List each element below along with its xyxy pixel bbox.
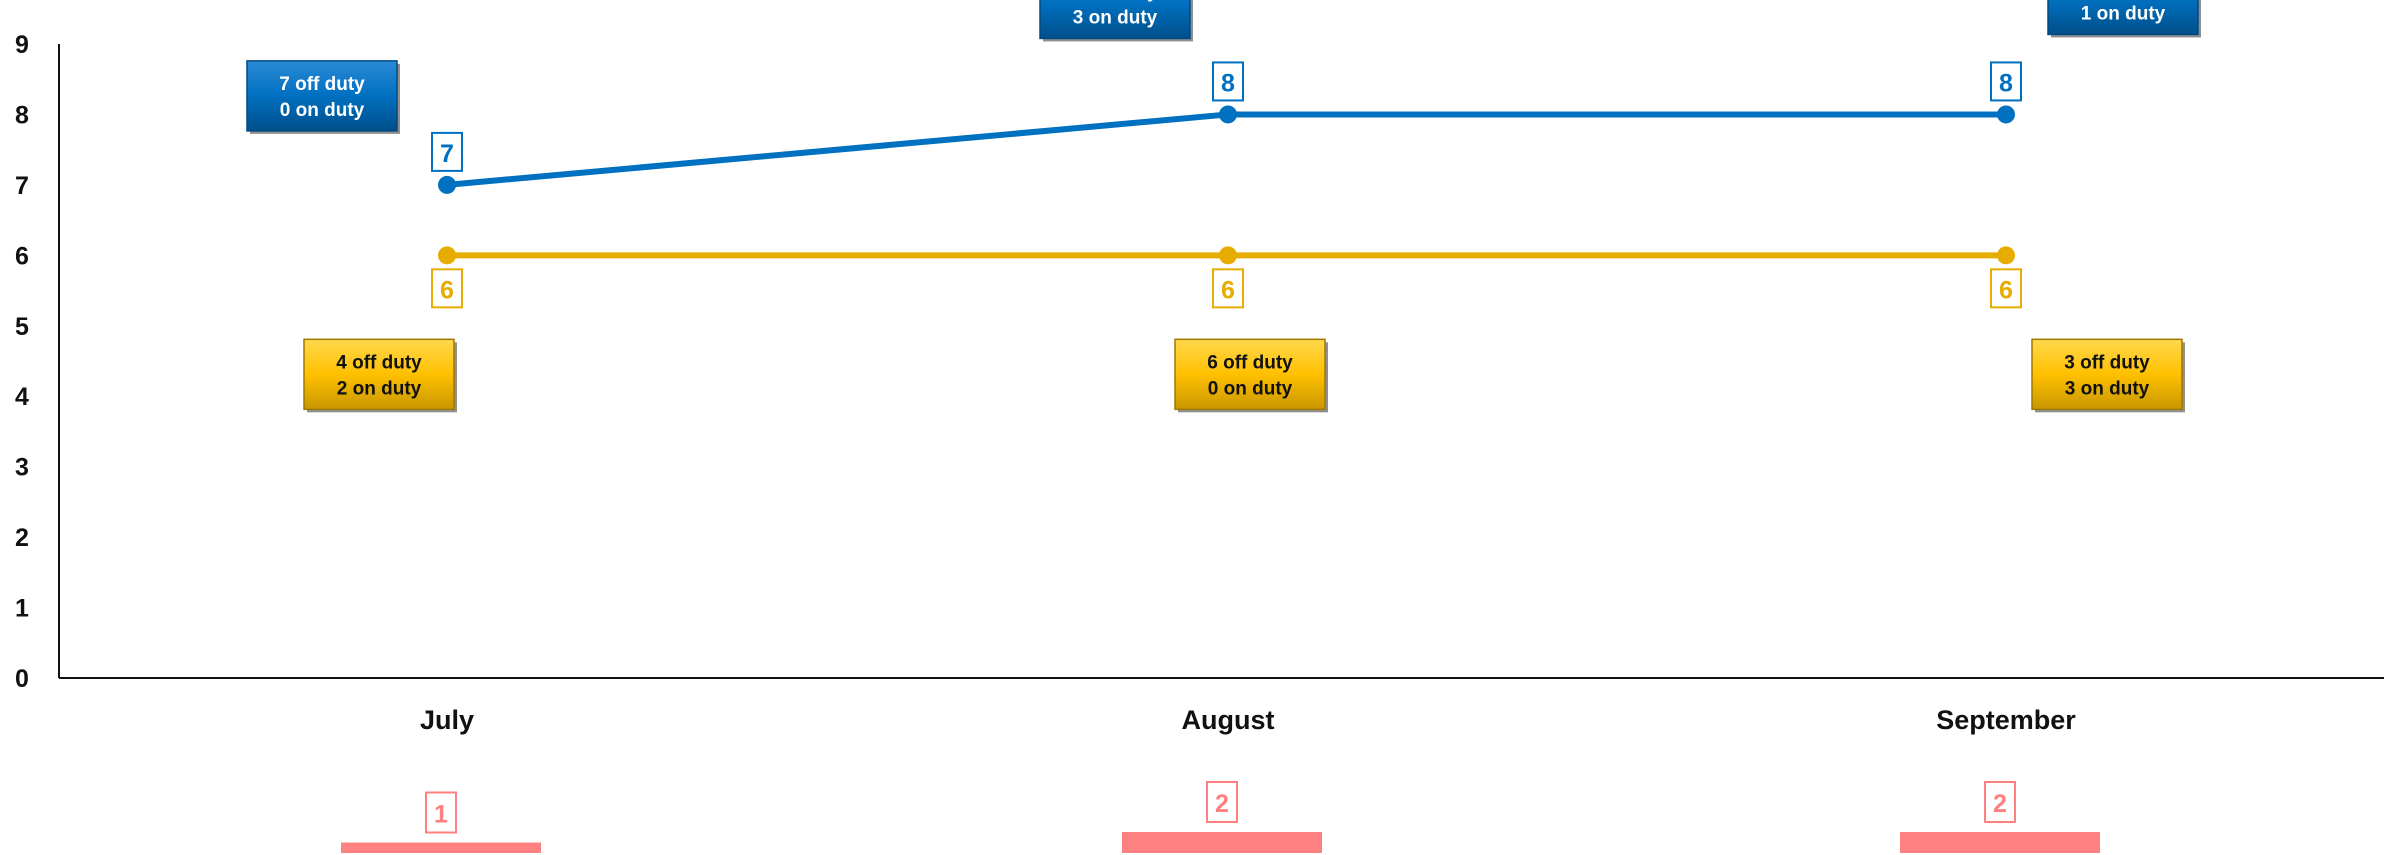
note-rect — [246, 60, 398, 132]
data-label-box — [1212, 268, 1244, 309]
data-label: 6 — [1999, 276, 2013, 304]
y-tick-label: 6 — [15, 242, 29, 270]
note-text: 4 off duty — [336, 352, 422, 373]
bar-label: 2 — [1993, 790, 2007, 818]
data-label-box — [1212, 61, 1244, 102]
bar-label-box — [1206, 781, 1238, 823]
note-text: 6 off duty — [1207, 352, 1293, 373]
note-rect — [1174, 338, 1326, 411]
data-point — [438, 246, 456, 265]
y-tick-label: 0 — [15, 665, 29, 693]
note-text: 7 off duty — [279, 74, 365, 95]
data-label-box — [431, 131, 463, 172]
y-tick-label: 7 — [15, 172, 29, 200]
bar — [341, 842, 541, 853]
series-layer: 7 7 off duty 0 on duty 8 5 off duty 3 on duty… — [246, 0, 2201, 413]
data-label: 6 — [440, 276, 454, 304]
note-rect — [1039, 0, 1191, 40]
data-label: 6 — [1221, 276, 1235, 304]
y-tick-label: 8 — [15, 101, 29, 129]
data-label-box — [1990, 268, 2022, 309]
data-point — [1219, 246, 1237, 265]
note-box: 5 off duty 3 on duty — [1039, 0, 1193, 42]
x-axis: July August September — [59, 677, 2384, 735]
x-tick-label: July — [420, 705, 474, 735]
note-text: 0 on duty — [280, 100, 365, 121]
bar-label-box — [425, 791, 457, 834]
note-box: 7 off duty 0 on duty — [246, 60, 400, 134]
note-text: 3 on duty — [2065, 378, 2150, 399]
series-line — [446, 111, 2006, 188]
bar — [1122, 832, 1322, 853]
bar-label: 2 — [1215, 790, 1229, 818]
y-tick-label: 2 — [15, 524, 29, 552]
note-box: 6 off duty 0 on duty — [1174, 338, 1328, 413]
y-tick-label: 5 — [15, 313, 29, 341]
note-box: 3 off duty 3 on duty — [2031, 338, 2185, 413]
bar — [1900, 832, 2100, 853]
y-axis: 0 1 2 3 4 5 6 7 8 9 — [15, 31, 60, 693]
bar-label: 1 — [434, 801, 448, 829]
data-label-box — [431, 268, 463, 309]
note-rect — [2031, 338, 2183, 411]
data-label-box — [1990, 61, 2022, 102]
y-tick-label: 4 — [15, 383, 29, 411]
data-point — [1219, 105, 1237, 124]
note-text: 1 on duty — [2081, 3, 2166, 24]
data-label: 7 — [440, 140, 454, 168]
note-text: 5 off duty — [1072, 0, 1158, 2]
data-point — [438, 175, 456, 194]
note-text: 0 on duty — [1208, 378, 1293, 399]
series-2: 6 4 off duty 2 on duty 6 6 off duty 0 on duty… — [303, 246, 2185, 413]
data-point — [1997, 105, 2015, 124]
data-label: 8 — [1999, 69, 2013, 97]
x-tick-label: September — [1936, 705, 2076, 735]
note-text: 3 on duty — [1073, 7, 1158, 28]
y-tick-label: 3 — [15, 454, 29, 482]
note-text: 2 on duty — [337, 378, 422, 399]
series-1: 7 7 off duty 0 on duty 8 5 off duty 3 on duty… — [246, 0, 2201, 194]
note-text: 3 off duty — [2064, 352, 2150, 373]
y-tick-label: 1 — [15, 595, 29, 623]
note-rect — [2047, 0, 2199, 36]
bar-layer: 1 2 2 — [341, 781, 2100, 853]
note-box: 4 off duty 2 on duty — [303, 338, 457, 413]
bar-label-box — [1984, 781, 2016, 823]
y-tick-label: 9 — [15, 31, 29, 59]
data-point — [1997, 246, 2015, 265]
data-label: 8 — [1221, 69, 1235, 97]
x-tick-label: August — [1182, 705, 1275, 735]
note-rect — [303, 338, 455, 411]
